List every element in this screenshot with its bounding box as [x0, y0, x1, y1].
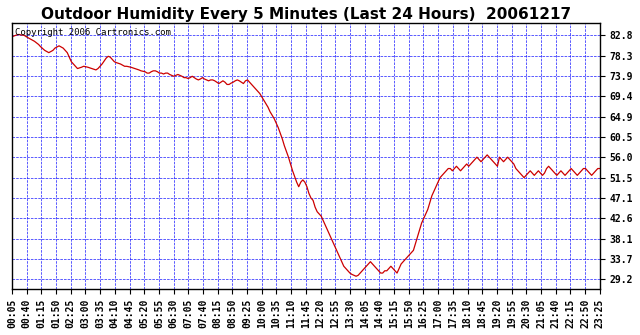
Text: Copyright 2006 Cartronics.com: Copyright 2006 Cartronics.com [15, 28, 171, 38]
Title: Outdoor Humidity Every 5 Minutes (Last 24 Hours)  20061217: Outdoor Humidity Every 5 Minutes (Last 2… [41, 7, 571, 22]
